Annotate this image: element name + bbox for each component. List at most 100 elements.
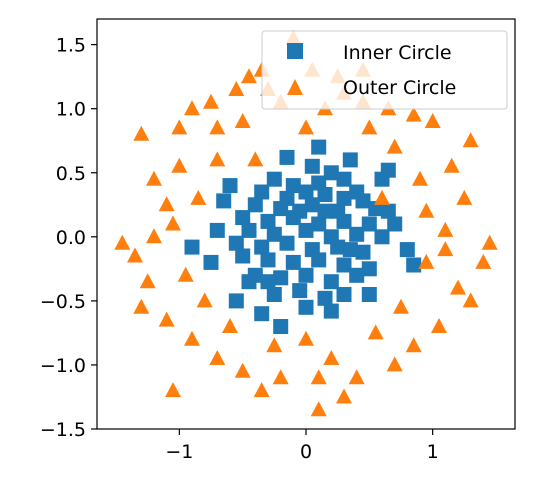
outer-circle-point xyxy=(386,138,403,154)
inner-circle-point xyxy=(279,235,295,251)
y-tick-label: −0.5 xyxy=(40,291,86,313)
inner-circle-point xyxy=(380,162,396,178)
outer-circle-point xyxy=(158,196,175,212)
outer-circle-point xyxy=(348,369,365,385)
inner-circle-point xyxy=(355,244,371,260)
inner-circle-point xyxy=(228,235,244,251)
series-inner-circle xyxy=(184,139,422,334)
legend: Inner Circle Outer Circle xyxy=(261,30,508,110)
inner-circle-point xyxy=(235,248,251,264)
outer-circle-point xyxy=(158,311,175,327)
outer-circle-point xyxy=(475,253,492,269)
inner-circle-point xyxy=(254,239,270,255)
outer-circle-point xyxy=(361,119,378,135)
inner-circle-point xyxy=(241,274,257,290)
outer-circle-point xyxy=(310,401,327,417)
outer-circle-point xyxy=(133,125,150,141)
inner-circle-point xyxy=(222,178,238,194)
inner-circle-point xyxy=(311,175,327,191)
outer-circle-point xyxy=(431,318,447,333)
outer-circle-point xyxy=(456,189,473,205)
x-tick-label: 1 xyxy=(427,441,439,463)
inner-circle-point xyxy=(406,257,422,273)
x-tick-label: −1 xyxy=(165,441,193,463)
outer-circle-point xyxy=(462,292,479,308)
outer-circle-point xyxy=(323,350,340,365)
outer-circle-point xyxy=(266,337,283,353)
inner-circle-point xyxy=(336,213,352,229)
outer-circle-point xyxy=(177,266,194,282)
outer-circle-point xyxy=(209,350,226,365)
inner-circle-point xyxy=(336,190,352,206)
outer-circle-point xyxy=(196,292,213,308)
inner-circle-point xyxy=(273,270,289,286)
outer-circle-point xyxy=(222,318,238,333)
inner-circle-point xyxy=(216,193,232,209)
outer-circle-point xyxy=(171,119,188,135)
axis-ticks: −1 0 1 −1.5 −1.0 −0.5 0.0 0.5 1.0 1.5 xyxy=(40,35,439,463)
outer-circle-point xyxy=(165,382,181,398)
inner-circle-point xyxy=(361,287,377,302)
inner-circle-point xyxy=(285,254,301,270)
inner-circle-point xyxy=(235,210,251,226)
inner-circle-point xyxy=(317,187,333,202)
inner-circle-point xyxy=(323,274,339,290)
outer-circle-point xyxy=(203,93,219,109)
inner-circle-point xyxy=(260,252,276,268)
outer-circle-point xyxy=(234,113,251,128)
legend-marker-outer-circle xyxy=(287,79,303,95)
y-tick-label: −1.0 xyxy=(40,355,86,377)
outer-circle-point xyxy=(450,279,466,295)
outer-circle-point xyxy=(234,362,251,378)
inner-circle-point xyxy=(311,252,327,268)
inner-circle-point xyxy=(311,139,327,155)
inner-circle-point xyxy=(260,274,276,290)
inner-circle-point xyxy=(317,203,333,219)
inner-circle-point xyxy=(304,197,320,213)
inner-circle-point xyxy=(254,184,270,200)
inner-circle-point xyxy=(342,242,358,258)
inner-circle-point xyxy=(374,229,390,245)
inner-circle-point xyxy=(336,287,352,302)
outer-circle-point xyxy=(418,253,435,269)
outer-circle-point xyxy=(298,330,314,346)
legend-box xyxy=(261,30,508,110)
outer-circle-point xyxy=(146,170,162,186)
inner-circle-point xyxy=(254,306,270,322)
y-tick-label: 0.5 xyxy=(56,163,86,185)
inner-circle-point xyxy=(273,201,289,217)
inner-circle-point xyxy=(298,267,314,283)
outer-circle-point xyxy=(127,247,143,263)
outer-circle-point xyxy=(374,189,390,205)
legend-label-inner-circle: Inner Circle xyxy=(343,42,452,64)
inner-circle-point xyxy=(260,213,276,229)
y-tick-label: 0.0 xyxy=(56,227,86,249)
inner-circle-point xyxy=(349,226,365,242)
y-tick-label: 1.0 xyxy=(56,99,86,121)
inner-circle-point xyxy=(285,178,301,194)
inner-circle-point xyxy=(380,203,396,219)
outer-circle-point xyxy=(247,151,264,167)
inner-circle-point xyxy=(336,171,352,187)
inner-circle-point xyxy=(317,290,333,306)
inner-circle-point xyxy=(279,149,295,165)
inner-circle-point xyxy=(241,222,257,238)
outer-circle-point xyxy=(184,330,200,346)
inner-circle-point xyxy=(355,193,371,209)
inner-circle-point xyxy=(266,171,282,187)
points-layer xyxy=(114,29,498,417)
outer-circle-point xyxy=(209,151,226,167)
outer-circle-point xyxy=(139,273,156,289)
outer-circle-point xyxy=(253,382,270,398)
inner-circle-point xyxy=(298,184,314,200)
inner-circle-point xyxy=(298,299,314,315)
y-tick-label: 1.5 xyxy=(56,35,86,57)
outer-circle-point xyxy=(133,298,150,314)
inner-circle-point xyxy=(266,226,282,242)
outer-circle-point xyxy=(443,157,460,173)
inner-circle-point xyxy=(298,222,314,238)
outer-circle-point xyxy=(424,113,441,128)
inner-circle-point xyxy=(323,165,339,181)
inner-circle-point xyxy=(399,242,415,258)
outer-circle-point xyxy=(367,324,384,340)
